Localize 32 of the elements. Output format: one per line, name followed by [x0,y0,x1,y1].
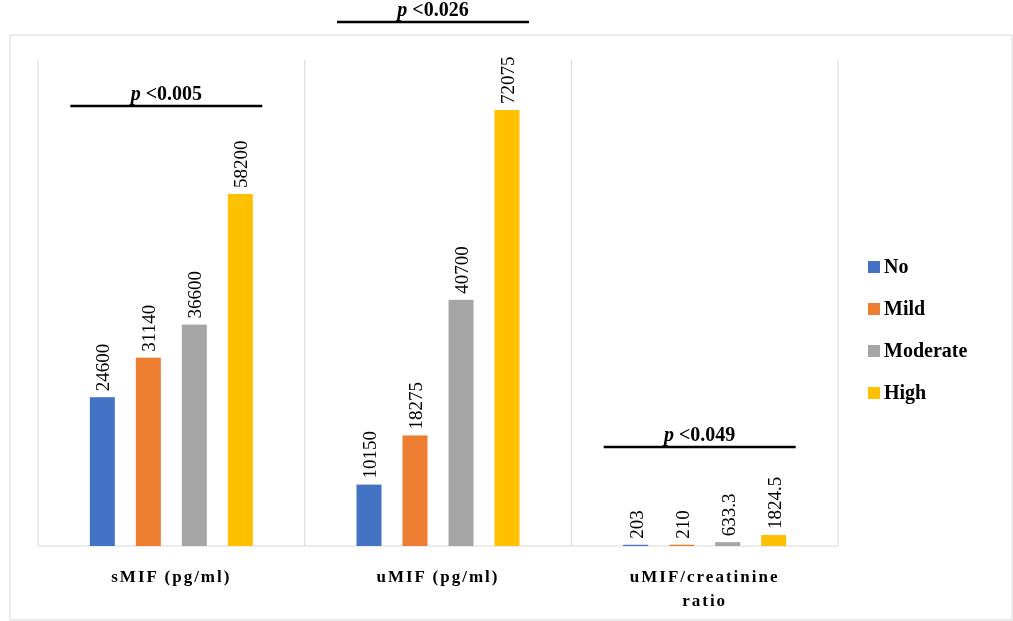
data-label: 58200 [230,140,252,188]
x-tick-label: sMIF (pg/ml) [111,567,232,586]
bar [181,324,207,546]
bar [448,299,474,546]
bar [494,110,520,546]
annotation: p <0.049 [661,422,736,446]
text: p <0.026 [395,0,469,21]
data-label: 40700 [451,246,472,294]
legend-label: High [884,381,927,404]
data-label: 18275 [405,381,426,430]
bar [135,357,161,546]
x-tick-label: uMIF (pg/ml) [376,567,500,586]
legend-label: No [884,255,909,277]
legend-label: Moderate [884,339,968,361]
bar [356,484,382,546]
bar [227,193,253,546]
data-label: 210 [671,510,693,539]
data-label: 1824.5 [763,476,785,529]
bar [402,435,428,546]
bar [89,397,115,546]
bar [761,534,787,546]
x-tick-label: uMIF/creatinine ratio [629,567,780,610]
data-label: 633.3 [717,493,739,537]
data-label: 31140 [138,304,160,352]
data-label: 203 [625,510,647,539]
data-label: 36600 [184,271,206,319]
legend-label: Mild [884,297,926,319]
data-label: 24600 [92,343,114,392]
bar [715,542,741,546]
data-label: 72075 [497,56,518,104]
text: p <0.005 [128,81,203,105]
data-label: 10150 [359,431,380,479]
